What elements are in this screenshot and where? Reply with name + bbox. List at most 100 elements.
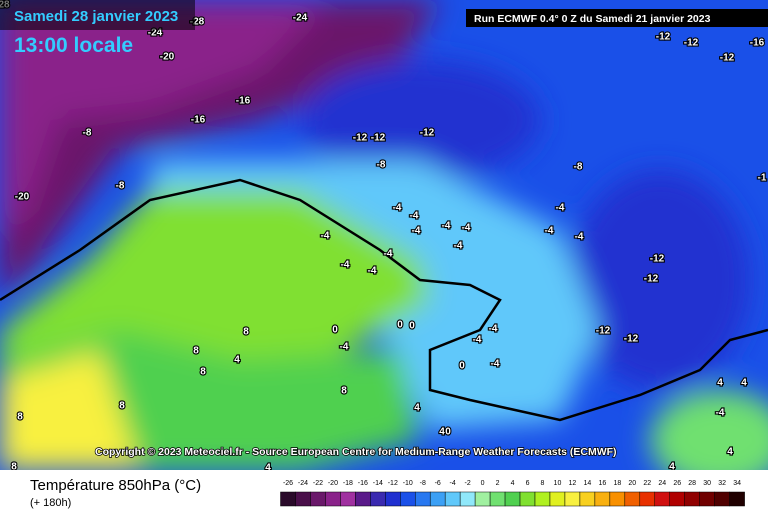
scale-swatch [564, 491, 581, 507]
contour-label: -4 [462, 223, 471, 234]
scale-swatch [444, 491, 461, 507]
scale-label: 22 [643, 480, 651, 487]
scale-label: -26 [283, 480, 293, 487]
scale-label: 30 [703, 480, 711, 487]
contour-label: 8 [11, 462, 17, 473]
scale-swatch [325, 491, 341, 507]
scale-swatch [474, 491, 491, 507]
scale-label: -2 [465, 480, 471, 487]
contour-label: -4 [575, 232, 584, 243]
scale-label: 28 [688, 480, 696, 487]
scale-swatch [370, 491, 386, 507]
contour-label: -12 [650, 254, 665, 265]
scale-swatch [429, 491, 446, 507]
scale-label: 10 [554, 480, 562, 487]
scale-swatch [340, 491, 356, 507]
contour-label: -8 [83, 128, 92, 139]
contour-label: 8 [17, 412, 23, 423]
contour-label: -4 [442, 221, 451, 232]
scale-swatch [684, 491, 700, 507]
scale-label: -4 [450, 480, 456, 487]
scale-swatch [609, 491, 626, 507]
contour-label: -20 [15, 192, 30, 203]
contour-label: 4 [234, 355, 240, 366]
scale-label: 4 [511, 480, 515, 487]
contour-label: 4 [727, 447, 733, 458]
scale-swatch [385, 491, 401, 507]
scale-swatch [549, 491, 566, 507]
contour-label: -4 [341, 260, 350, 271]
scale-swatch [280, 491, 296, 507]
footer-title: Température 850hPa (°C) [30, 477, 201, 494]
scale-label: 20 [628, 480, 636, 487]
contour-label: -16 [191, 115, 206, 126]
scale-swatch [295, 491, 311, 507]
contour-label: -4 [473, 335, 482, 346]
scale-label: 32 [718, 480, 726, 487]
contour-label: -1 [758, 173, 767, 184]
scale-swatch [714, 491, 730, 507]
scale-swatch [594, 491, 611, 507]
scale-swatch [624, 491, 641, 507]
contour-label: -4 [716, 408, 725, 419]
scale-label: -20 [328, 480, 338, 487]
temperature-field [0, 0, 768, 490]
scale-label: 6 [526, 480, 530, 487]
contour-label: -4 [556, 203, 565, 214]
contour-label: -24 [293, 13, 308, 24]
contour-label: 4 [669, 462, 675, 473]
scale-swatch [459, 491, 476, 507]
contour-label: -16 [750, 38, 765, 49]
contour-label: -8 [116, 181, 125, 192]
contour-label: -12 [656, 32, 671, 43]
contour-label: 4 [717, 378, 723, 389]
run-info: Run ECMWF 0.4° 0 Z du Samedi 21 janvier … [474, 13, 711, 25]
scale-label: 16 [598, 480, 606, 487]
contour-label: 0 [409, 321, 415, 332]
footer-lead: (+ 180h) [30, 497, 71, 509]
date: Samedi 28 janvier 2023 [14, 8, 178, 25]
scale-label: -16 [358, 480, 368, 487]
scale-label: -14 [373, 480, 383, 487]
scale-label: 12 [569, 480, 577, 487]
scale-swatch [729, 491, 745, 507]
scale-label: -6 [435, 480, 441, 487]
contour-label: -4 [412, 226, 421, 237]
copyright: Copyright © 2023 Meteociel.fr - Source E… [95, 446, 617, 458]
contour-label: 4 [414, 403, 420, 414]
contour-label: -12 [684, 38, 699, 49]
contour-label: -4 [340, 342, 349, 353]
scale-swatch [534, 491, 551, 507]
scale-label: 14 [584, 480, 592, 487]
scale-swatch [355, 491, 371, 507]
time: 13:00 locale [14, 34, 133, 57]
contour-label: -4 [491, 359, 500, 370]
contour-label: 8 [243, 327, 249, 338]
scale-label: 26 [673, 480, 681, 487]
scale-label: -10 [403, 480, 413, 487]
scale-label: 18 [613, 480, 621, 487]
scale-swatch [504, 491, 521, 507]
scale-swatch [489, 491, 506, 507]
scale-swatch [310, 491, 326, 507]
contour-label: -12 [371, 133, 386, 144]
contour-label: 8 [200, 367, 206, 378]
contour-label: -4 [393, 203, 402, 214]
scale-label: -12 [388, 480, 398, 487]
contour-label: -12 [644, 274, 659, 285]
scale-swatch [414, 491, 431, 507]
scale-swatch [699, 491, 715, 507]
scale-label: -22 [313, 480, 323, 487]
contour-label: 8 [341, 386, 347, 397]
scale-swatch [669, 491, 685, 507]
contour-label: -16 [236, 96, 251, 107]
scale-swatch [400, 491, 416, 507]
scale-label: 34 [733, 480, 741, 487]
scale-label: 0 [481, 480, 485, 487]
scale-label: -8 [420, 480, 426, 487]
scale-swatch [579, 491, 596, 507]
contour-label: 4 [741, 378, 747, 389]
contour-label: 8 [119, 401, 125, 412]
